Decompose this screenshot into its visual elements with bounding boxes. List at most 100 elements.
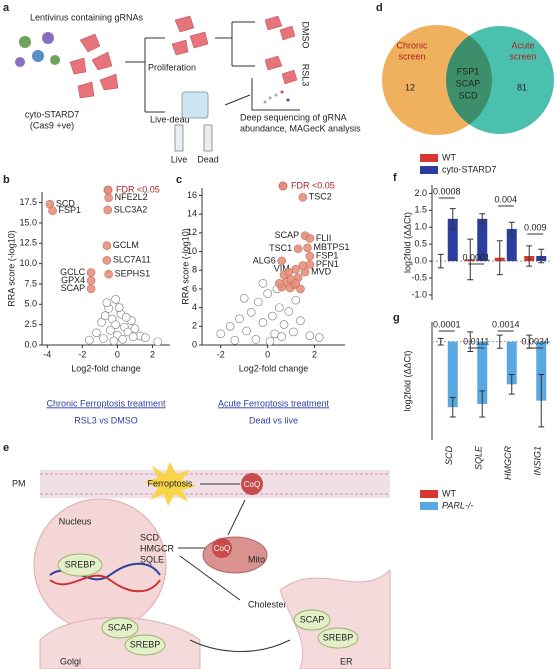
venn-label: screen xyxy=(509,51,536,61)
legend-label: WT xyxy=(442,152,456,162)
label: Golgi xyxy=(60,656,81,666)
label: SREBP xyxy=(65,559,96,569)
point xyxy=(85,335,94,345)
point-label: FSP1 xyxy=(59,205,82,215)
point xyxy=(289,327,298,337)
label: SCAP xyxy=(300,614,325,624)
y-tick-label: 0.5 xyxy=(414,239,427,249)
point xyxy=(48,206,57,216)
coq xyxy=(241,473,263,495)
error-bar xyxy=(538,373,545,428)
point xyxy=(291,279,301,288)
legend-label: cyto-STARD7 xyxy=(442,164,496,174)
y-tick-label: 5.0 xyxy=(24,299,37,309)
y-tick-label: 15.0 xyxy=(19,217,37,227)
point xyxy=(86,268,96,277)
point xyxy=(251,335,261,344)
label: Cholesterol xyxy=(248,599,294,609)
label: SCD xyxy=(140,532,160,542)
dna xyxy=(49,574,161,593)
y-tick-label: 14 xyxy=(187,209,197,219)
panel-e: PM Ferroptosis CoQ Nucleus SREBP SCD HMG… xyxy=(12,462,391,669)
point-label: SLC3A2 xyxy=(114,204,148,214)
point-label: SCD xyxy=(56,199,76,209)
y-tick-label: 16 xyxy=(187,190,197,200)
y-axis-label: log2fold (ΔΔCt) xyxy=(402,350,412,411)
point xyxy=(253,297,263,307)
point xyxy=(296,284,305,294)
point xyxy=(277,332,287,341)
label: DMSO xyxy=(301,22,311,49)
point-label: TSC1 xyxy=(269,243,292,253)
point xyxy=(303,243,312,253)
point xyxy=(118,335,127,344)
x-tick-label: SQLE xyxy=(474,445,484,470)
x-tick-label: -4 xyxy=(43,349,51,359)
point xyxy=(314,333,324,342)
scap xyxy=(293,609,331,631)
label: Deep sequencing of gRNA xyxy=(240,112,347,122)
point xyxy=(285,283,295,293)
y-tick-label: 4 xyxy=(192,302,197,312)
point xyxy=(86,284,96,294)
mini-points xyxy=(263,90,290,104)
p-value: 0.0014 xyxy=(492,319,520,329)
error-bar xyxy=(449,396,456,418)
y-tick-label: 6 xyxy=(192,283,197,293)
y-tick-label: 1.5 xyxy=(414,205,427,215)
point xyxy=(279,320,289,329)
point-label: GPX4 xyxy=(61,275,85,285)
point xyxy=(109,336,119,346)
point xyxy=(258,279,268,288)
x-tick-label: 0 xyxy=(115,349,120,359)
srebp xyxy=(124,634,166,656)
error-bar xyxy=(479,213,486,225)
point xyxy=(121,313,131,322)
x-tick-label: 2 xyxy=(312,349,317,359)
bar xyxy=(477,218,488,262)
point xyxy=(153,337,163,347)
label: abundance, MAGecK analysis xyxy=(240,123,361,133)
label: ER xyxy=(340,656,353,666)
y-tick-label: 1.0 xyxy=(414,222,427,232)
point-label: SLC7A11 xyxy=(113,255,151,265)
point xyxy=(296,316,305,326)
venn-gene: FSP1 xyxy=(457,66,480,76)
error-bar xyxy=(449,208,456,230)
srebp xyxy=(57,553,103,577)
point xyxy=(102,241,112,251)
point xyxy=(239,293,249,303)
tube xyxy=(174,124,184,152)
point xyxy=(275,303,284,312)
point-label: MBTPS1 xyxy=(313,242,349,252)
error-bar xyxy=(508,373,515,395)
error-bar xyxy=(496,334,503,349)
x-tick-label: -2 xyxy=(78,349,86,359)
y-tick-label: 12.5 xyxy=(19,238,37,248)
error-bar xyxy=(437,337,444,346)
point xyxy=(111,295,120,304)
bar xyxy=(506,341,517,385)
venn-label: Acute xyxy=(511,40,534,50)
y-tick-label: 12 xyxy=(187,227,197,237)
legend-label: WT xyxy=(442,488,456,498)
point xyxy=(114,303,124,312)
point-label: TSC2 xyxy=(309,192,332,202)
point xyxy=(298,261,308,270)
panel-letter: d xyxy=(376,2,383,14)
label: Ferroptosis xyxy=(147,478,193,488)
point xyxy=(305,234,315,243)
venn-count: 81 xyxy=(517,82,527,92)
y-axis-label: RRA score (-log10) xyxy=(6,230,16,307)
point-label: ALG6 xyxy=(253,255,276,265)
x-tick-label: -2 xyxy=(217,349,225,359)
legend-label: FDR <0.05 xyxy=(291,180,335,190)
legend-label: FDR <0.05 xyxy=(116,184,160,194)
panel-letter: e xyxy=(3,442,9,454)
venn-gene: SCD xyxy=(458,90,478,100)
virus-icons xyxy=(15,32,60,67)
point xyxy=(97,317,106,327)
ferroptosis-burst xyxy=(144,462,196,506)
point-label: MVD xyxy=(311,266,332,276)
